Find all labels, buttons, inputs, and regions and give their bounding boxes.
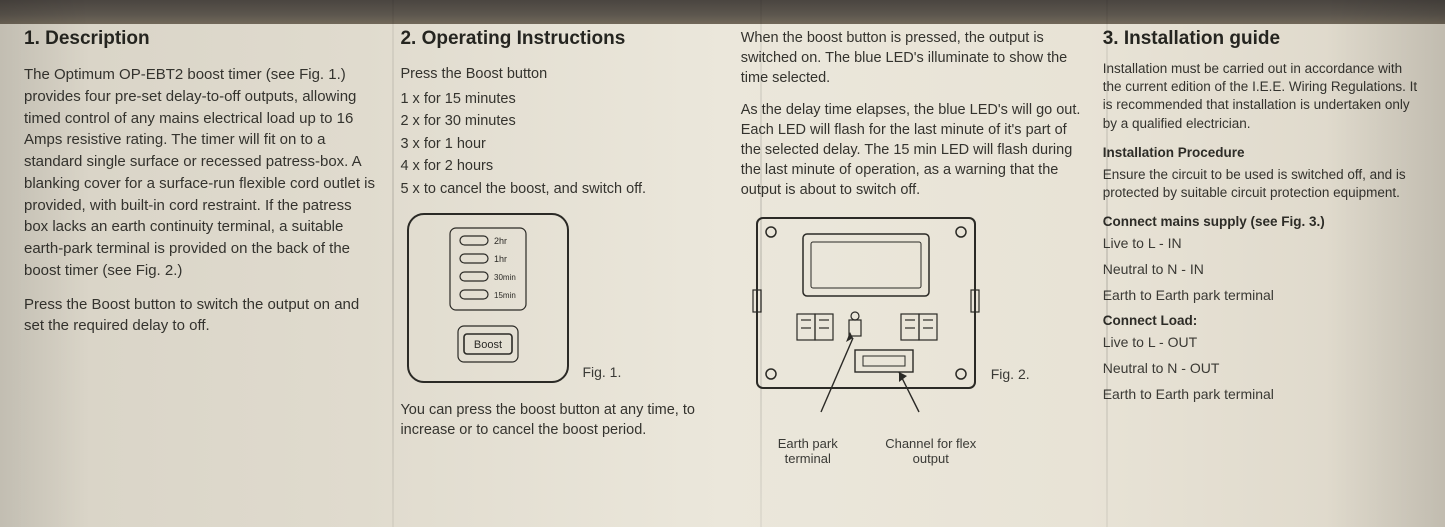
- led-label-30min: 30min: [494, 273, 516, 282]
- install-para1: Installation must be carried out in acco…: [1103, 60, 1421, 133]
- op2-para2: As the delay time elapses, the blue LED'…: [741, 100, 1081, 200]
- fig2-label-earth-park: Earth park terminal: [763, 436, 853, 466]
- instruction-sheet: 1. Description The Optimum OP-EBT2 boost…: [0, 20, 1445, 527]
- led-label-1hr: 1hr: [494, 254, 507, 264]
- led-label-15min: 15min: [494, 291, 516, 300]
- description-para-1: The Optimum OP-EBT2 boost timer (see Fig…: [24, 64, 378, 282]
- boost-button-text: Boost: [474, 339, 502, 351]
- paper-fold-3: [1106, 0, 1108, 527]
- led-label-2hr: 2hr: [494, 236, 507, 246]
- fig2-label-flex-channel: Channel for flex output: [881, 436, 981, 466]
- column-operating: 2. Operating Instructions Press the Boos…: [394, 28, 724, 523]
- operating-tail: You can press the boost button at any ti…: [400, 400, 718, 440]
- heading-description: 1. Description: [24, 28, 378, 50]
- figure-2-diagram: [751, 212, 981, 422]
- load-live: Live to L - OUT: [1103, 334, 1421, 350]
- figure-1-wrap: 2hr 1hr 30min 15min Boost Fig. 1.: [404, 210, 718, 386]
- load-earth: Earth to Earth park terminal: [1103, 386, 1421, 402]
- column-operating-continued: When the boost button is pressed, the ou…: [735, 28, 1087, 523]
- figure-2-caption: Fig. 2.: [991, 366, 1030, 422]
- figure-1-caption: Fig. 1.: [582, 364, 621, 386]
- mains-live: Live to L - IN: [1103, 235, 1421, 251]
- heading-operating: 2. Operating Instructions: [400, 28, 718, 50]
- sub-install-procedure: Installation Procedure: [1103, 145, 1421, 160]
- column-description: 1. Description The Optimum OP-EBT2 boost…: [18, 28, 384, 523]
- heading-installation: 3. Installation guide: [1103, 28, 1421, 50]
- operating-intro: Press the Boost button: [400, 64, 718, 84]
- description-para-2: Press the Boost button to switch the out…: [24, 294, 378, 338]
- mains-neutral: Neutral to N - IN: [1103, 261, 1421, 277]
- operating-steps: 1 x for 15 minutes 2 x for 30 minutes 3 …: [400, 88, 718, 200]
- paper-fold-1: [392, 0, 394, 527]
- figure-1-diagram: 2hr 1hr 30min 15min Boost: [404, 210, 572, 386]
- sub-connect-mains: Connect mains supply (see Fig. 3.): [1103, 214, 1421, 229]
- figure-2-labels: Earth park terminal Channel for flex out…: [763, 436, 1081, 466]
- figure-2-wrap: Fig. 2.: [751, 212, 1081, 422]
- column-installation: 3. Installation guide Installation must …: [1097, 28, 1427, 523]
- sub-connect-load: Connect Load:: [1103, 313, 1421, 328]
- paper-fold-2: [760, 0, 762, 527]
- op2-para1: When the boost button is pressed, the ou…: [741, 28, 1081, 88]
- load-neutral: Neutral to N - OUT: [1103, 360, 1421, 376]
- install-para2: Ensure the circuit to be used is switche…: [1103, 166, 1421, 202]
- mains-earth: Earth to Earth park terminal: [1103, 287, 1421, 303]
